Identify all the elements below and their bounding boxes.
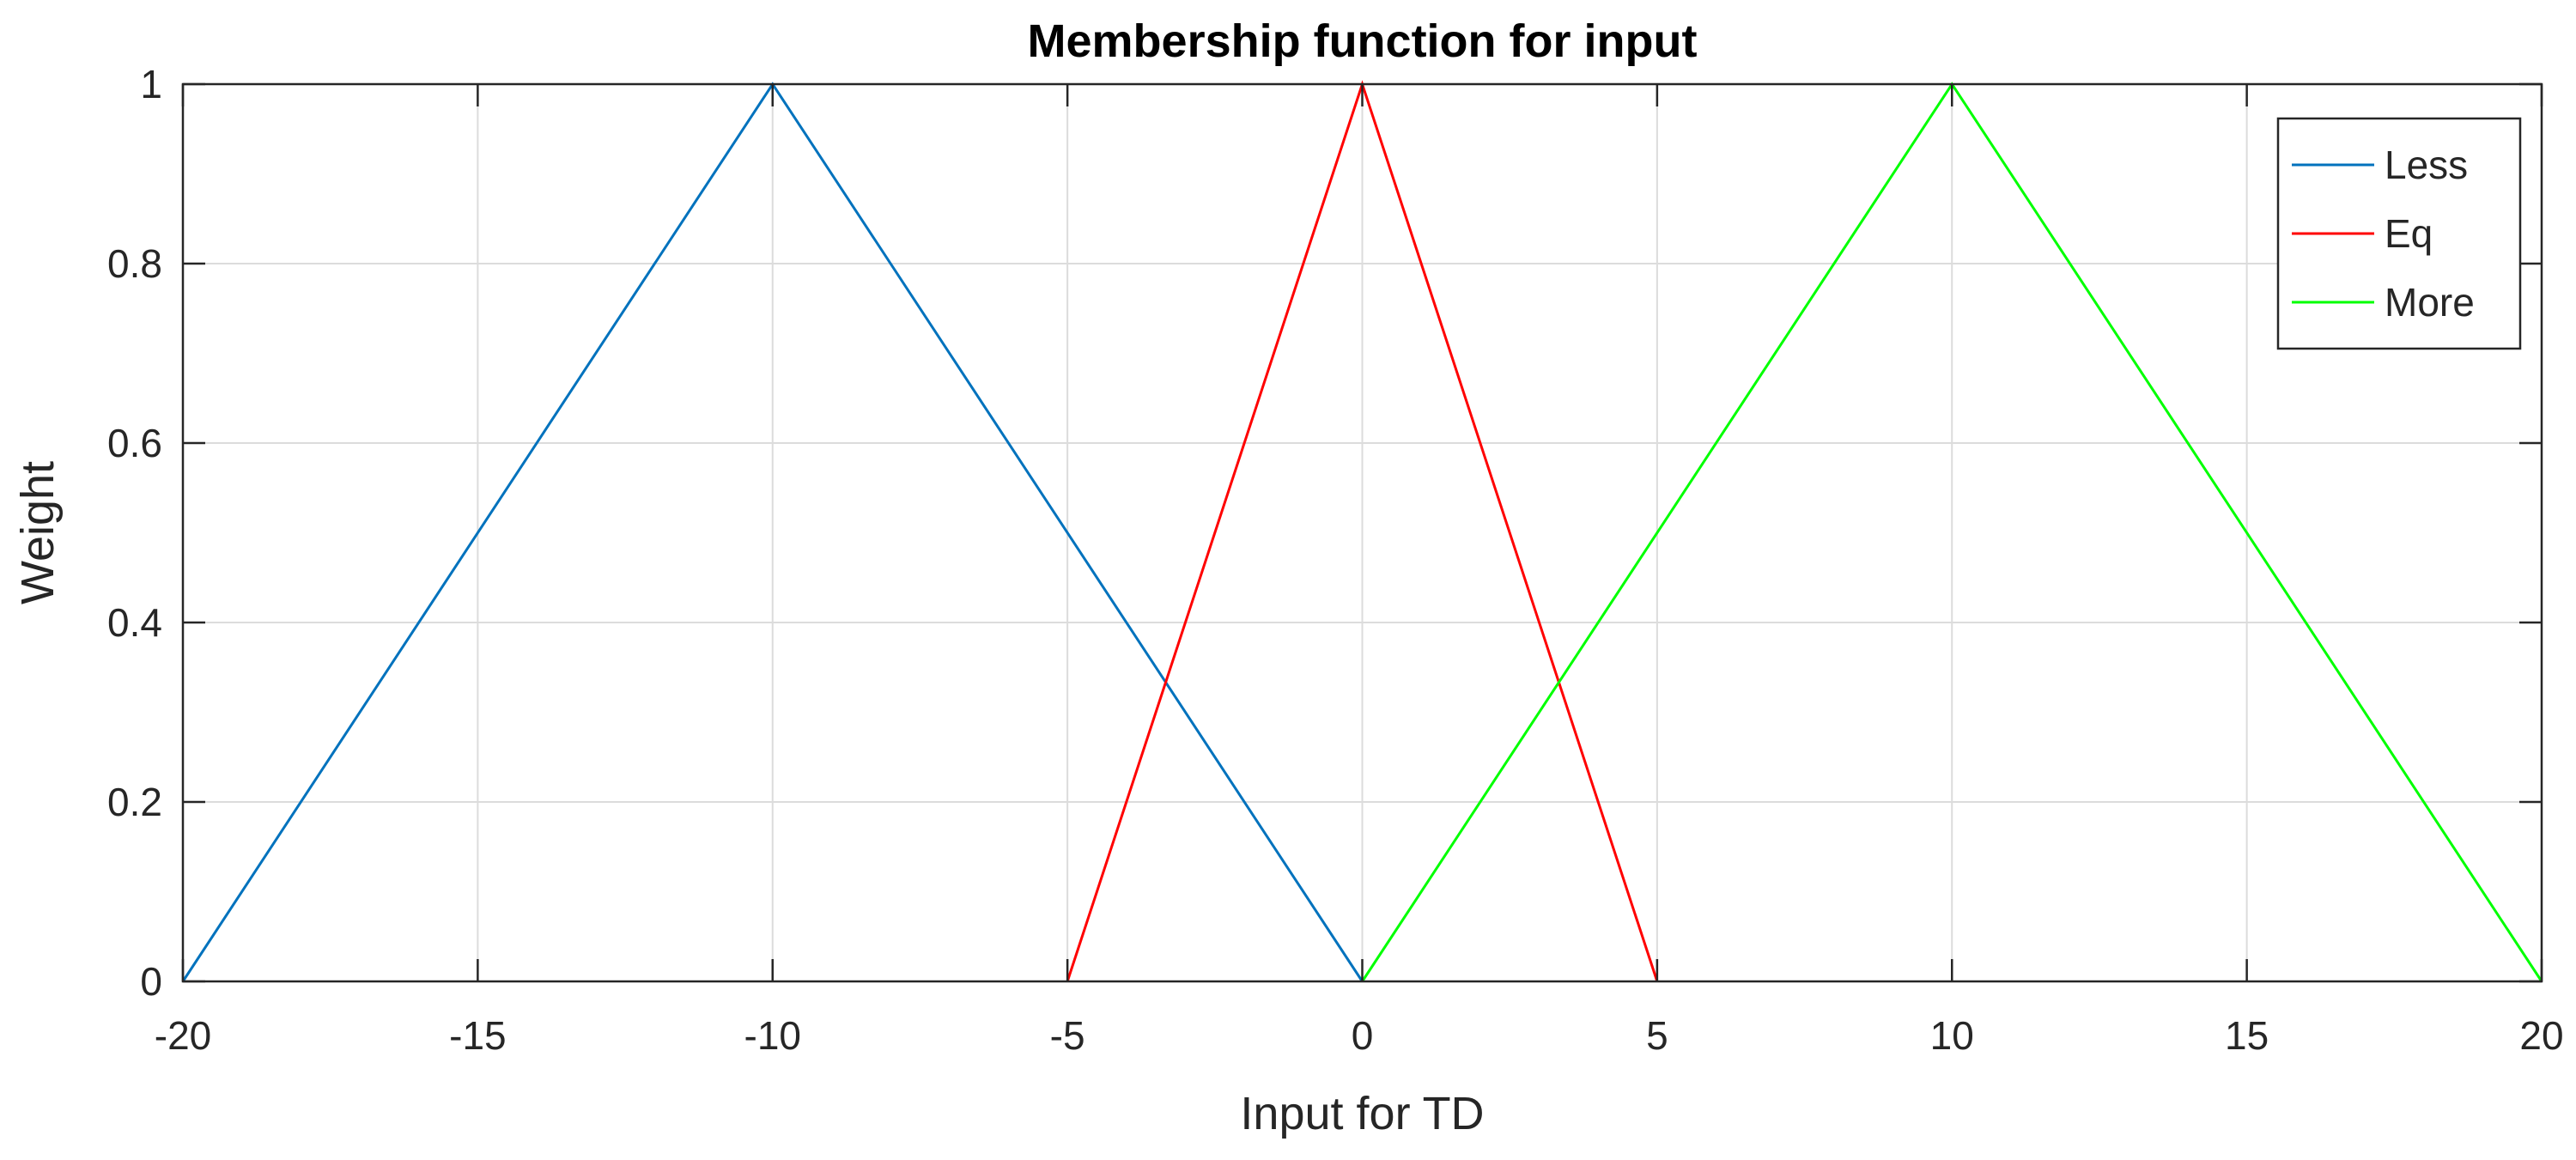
y-tick-label: 1 — [140, 62, 162, 106]
y-tick-label: 0.2 — [107, 780, 162, 824]
grid — [182, 83, 2543, 982]
y-tick-label: 0.6 — [107, 421, 162, 465]
x-tick-label: 0 — [1352, 1013, 1374, 1058]
y-tick-label: 0.8 — [107, 241, 162, 286]
legend-label-more: More — [2385, 280, 2475, 325]
x-tick-label: -20 — [155, 1013, 211, 1058]
x-tick-label: -5 — [1050, 1013, 1085, 1058]
x-tick-label: -15 — [449, 1013, 506, 1058]
x-tick-label: 10 — [1930, 1013, 1974, 1058]
x-axis-ticks: -20 -15 -10 -5 0 5 10 15 20 — [155, 84, 2564, 1058]
legend-label-eq: Eq — [2385, 211, 2433, 256]
legend-label-less: Less — [2385, 143, 2468, 187]
y-axis-label: Weight — [12, 461, 64, 604]
x-tick-label: 20 — [2519, 1013, 2563, 1058]
x-tick-label: -10 — [744, 1013, 801, 1058]
chart-title: Membership function for input — [1028, 15, 1698, 67]
x-axis-label: Input for TD — [1240, 1088, 1484, 1139]
y-axis-ticks: 0 0.2 0.4 0.6 0.8 1 — [107, 62, 2542, 1004]
y-tick-label: 0.4 — [107, 600, 162, 645]
legend: Less Eq More — [2276, 117, 2522, 350]
x-tick-label: 5 — [1646, 1013, 1668, 1058]
x-tick-label: 15 — [2225, 1013, 2269, 1058]
y-tick-label: 0 — [140, 959, 162, 1004]
